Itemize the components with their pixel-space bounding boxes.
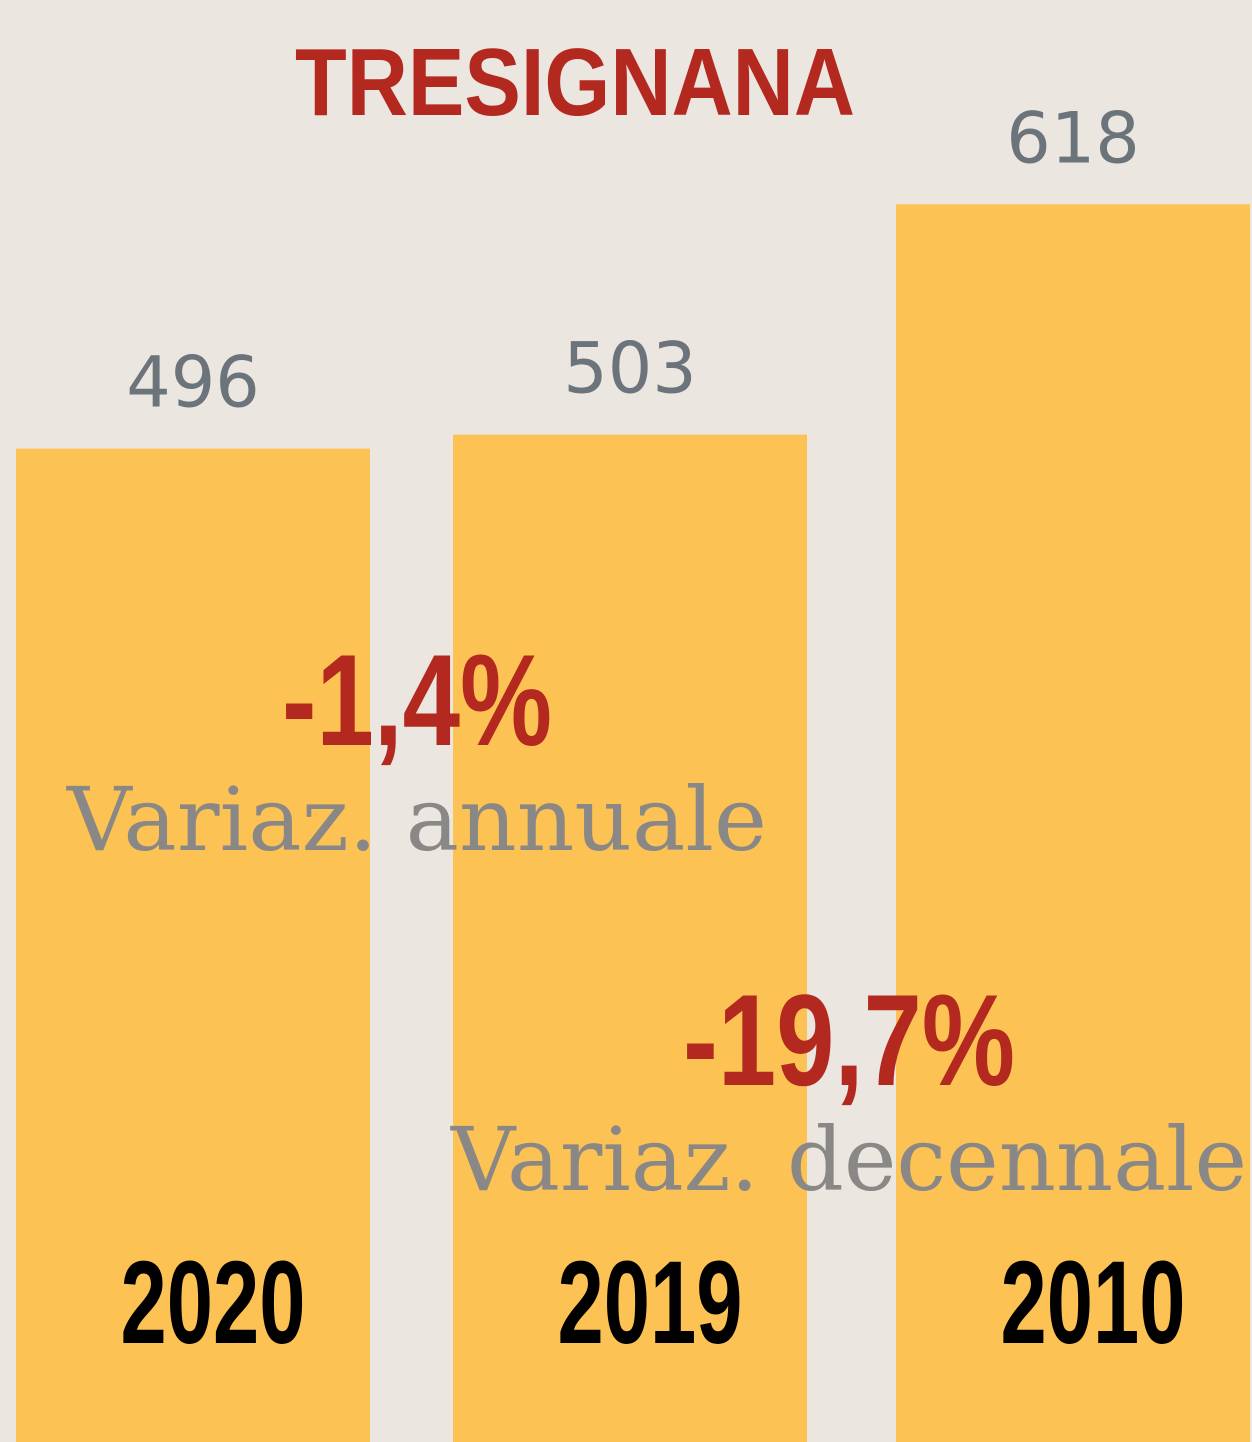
x-tick-label: 2020 [121, 1237, 306, 1369]
value-label: 496 [126, 342, 260, 424]
bar [453, 434, 807, 1442]
annotation-label: Variaz. annuale [66, 768, 767, 871]
x-tick-label: 2019 [558, 1237, 743, 1369]
bar [896, 204, 1250, 1442]
x-tick-label: 2010 [1001, 1237, 1186, 1369]
value-label: 503 [563, 328, 697, 410]
bar [16, 448, 370, 1442]
annotation-label: Variaz. decennale [450, 1108, 1247, 1211]
annotation-value: -19,7% [683, 967, 1015, 1113]
annotation-value: -1,4% [282, 627, 552, 773]
bars [16, 204, 1250, 1442]
chart-title: TRESIGNANA [295, 29, 855, 136]
value-label: 618 [1006, 97, 1140, 179]
